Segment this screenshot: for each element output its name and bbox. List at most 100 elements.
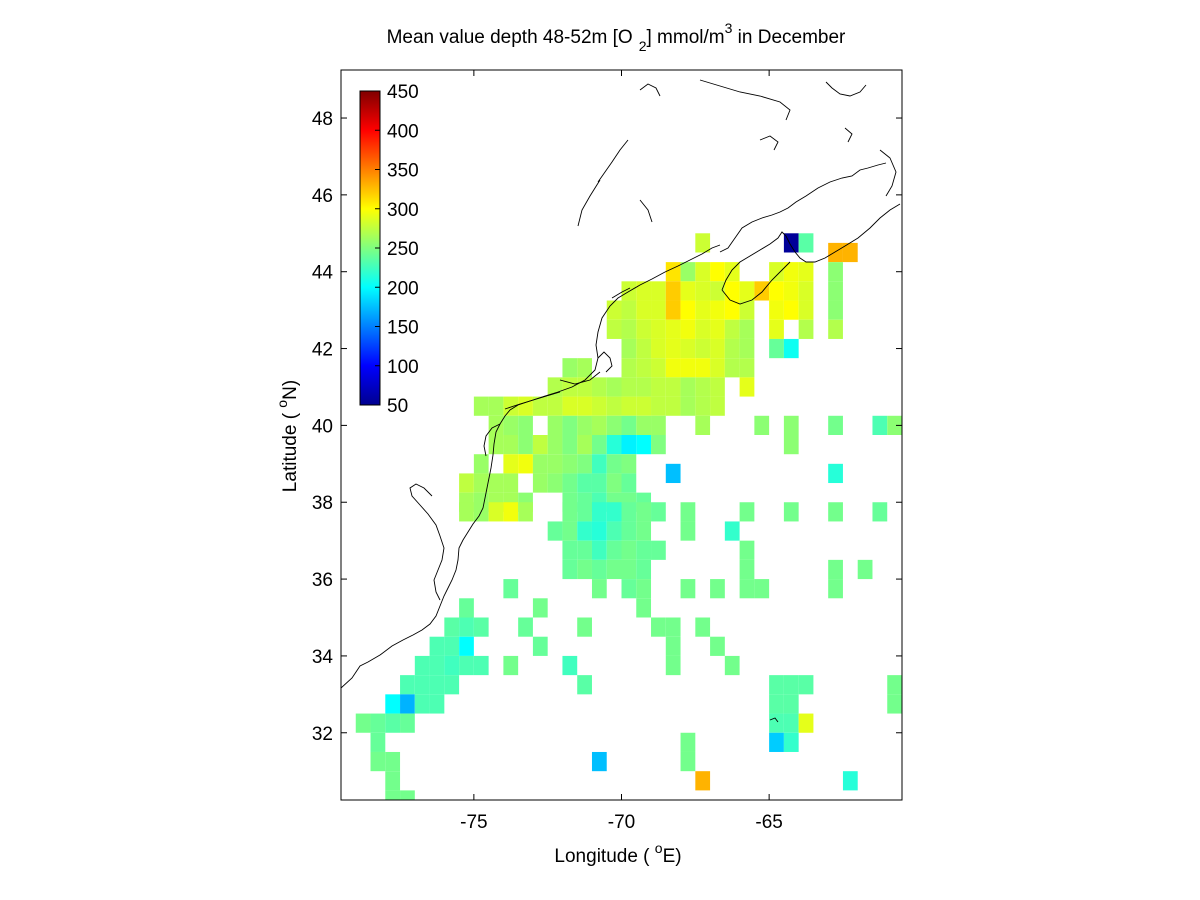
data-cell <box>518 415 533 435</box>
data-cell <box>739 319 755 339</box>
data-cell <box>783 338 799 359</box>
data-cell <box>680 521 696 541</box>
data-cell <box>621 377 637 397</box>
data-cell <box>606 502 622 522</box>
data-cell <box>680 300 696 320</box>
data-cell <box>606 559 622 580</box>
data-cell <box>739 338 755 359</box>
data-cell <box>902 579 917 598</box>
data-cell <box>724 281 740 301</box>
data-cell <box>769 675 784 695</box>
data-cell <box>798 300 814 320</box>
data-cell <box>739 300 755 320</box>
data-cell <box>680 281 696 301</box>
data-cell <box>651 396 666 416</box>
data-cell <box>872 502 888 522</box>
data-cell <box>606 473 622 493</box>
data-cell <box>769 694 784 714</box>
data-cell <box>591 502 607 522</box>
data-cell <box>429 636 445 656</box>
data-cell <box>724 521 740 541</box>
x-axis-label: Longitude ( oE) <box>554 840 681 867</box>
x-tick-label: -70 <box>608 812 635 833</box>
data-cell <box>798 262 814 282</box>
data-cell <box>503 502 519 522</box>
data-cell <box>444 617 460 637</box>
data-cell <box>651 338 666 359</box>
data-cell <box>680 751 696 772</box>
data-cell <box>547 435 563 455</box>
data-cell <box>562 521 578 541</box>
data-cell <box>577 396 592 416</box>
data-cell <box>591 435 607 455</box>
data-cell <box>414 694 430 714</box>
data-cell <box>651 502 666 522</box>
colorbar-tick-label: 200 <box>387 278 419 299</box>
data-cell <box>355 713 371 733</box>
data-cell <box>828 300 843 320</box>
data-cell <box>783 300 799 320</box>
data-cell <box>680 396 696 416</box>
data-cell <box>444 655 460 676</box>
data-cell <box>621 396 637 416</box>
data-cell <box>872 415 888 435</box>
data-cell <box>459 617 474 637</box>
data-cell <box>680 338 696 359</box>
x-tick-label: -65 <box>755 812 782 833</box>
chart-title: Mean value depth 48-52m [O 2] mmol/m3 in … <box>387 20 846 54</box>
data-cell <box>370 732 386 752</box>
data-cell <box>577 559 592 580</box>
colorbar-tick-label: 150 <box>387 318 419 339</box>
data-cell <box>651 281 666 301</box>
data-cell <box>695 319 711 339</box>
data-cell <box>562 435 578 455</box>
data-cell <box>621 502 637 522</box>
data-cell <box>665 319 681 339</box>
data-cell <box>828 242 843 263</box>
data-cell <box>532 598 548 618</box>
data-cell <box>488 502 504 522</box>
data-cell <box>680 579 696 599</box>
data-cell <box>385 790 401 800</box>
data-cell <box>562 540 578 560</box>
data-cell <box>429 675 445 695</box>
data-cell <box>621 281 637 301</box>
data-cell <box>621 540 637 560</box>
data-cell <box>562 358 578 378</box>
y-axis: 32 34 36 38 40 42 44 46 48 <box>312 109 902 745</box>
data-cell <box>783 281 799 301</box>
data-cell <box>385 751 401 772</box>
data-cell <box>503 454 519 474</box>
data-cell <box>577 502 592 522</box>
data-cell <box>621 300 637 320</box>
data-cell <box>577 675 592 695</box>
data-cell <box>636 579 652 599</box>
data-cell <box>518 617 533 637</box>
data-cell <box>577 617 592 637</box>
data-cell <box>828 579 843 599</box>
data-cell <box>562 415 578 435</box>
data-cell <box>651 415 666 435</box>
data-cell <box>710 636 725 656</box>
data-cell <box>636 435 652 455</box>
data-cell <box>769 262 784 282</box>
data-cell <box>695 358 711 378</box>
data-cell <box>606 319 622 339</box>
data-cell <box>651 435 666 455</box>
data-cell <box>680 377 696 397</box>
data-cell <box>606 300 622 320</box>
data-cell <box>488 473 504 493</box>
data-cell <box>621 454 637 474</box>
data-cell <box>503 435 519 455</box>
data-cell <box>710 579 725 599</box>
data-cell <box>488 415 504 435</box>
data-cell <box>547 415 563 435</box>
data-cell <box>606 521 622 541</box>
data-cell <box>518 454 533 474</box>
x-tick-label: -75 <box>460 812 487 833</box>
data-cell <box>400 694 415 714</box>
data-cell <box>547 473 563 493</box>
data-cell <box>429 694 445 714</box>
data-cell <box>710 281 725 301</box>
data-cell <box>473 655 489 676</box>
